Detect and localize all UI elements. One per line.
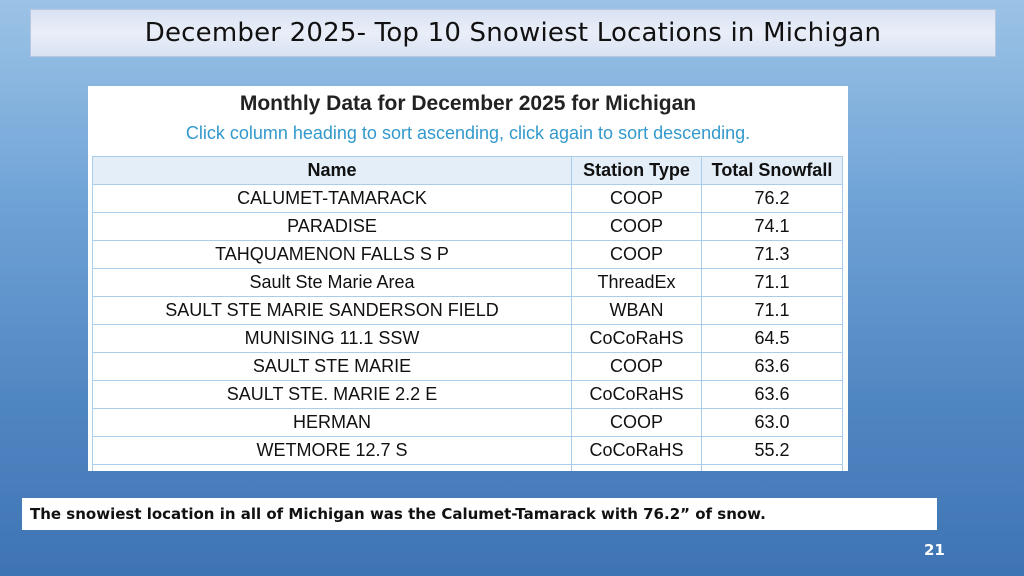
- cell-name: HERMAN: [92, 408, 572, 437]
- panel-heading: Monthly Data for December 2025 for Michi…: [239, 92, 697, 115]
- data-panel-screenshot: Monthly Data for December 2025 for Michi…: [88, 86, 848, 471]
- cell-total-snowfall: 76.2: [701, 184, 843, 213]
- cell-station-type: COOP: [571, 240, 702, 269]
- slide-title-bar: December 2025- Top 10 Snowiest Locations…: [30, 9, 996, 57]
- cell-name: CALUMET-TAMARACK: [92, 184, 572, 213]
- table-row: Sault Ste Marie Area ThreadEx 71.1: [92, 268, 843, 297]
- cell-total-snowfall: 71.1: [701, 296, 843, 325]
- cell-name: TAHQUAMENON FALLS S P: [92, 240, 572, 269]
- summary-caption-box: The snowiest location in all of Michigan…: [22, 498, 937, 530]
- cell-total-snowfall: 63.6: [701, 380, 843, 409]
- cell-name: SAULT STE. MARIE 2.2 E: [92, 380, 572, 409]
- cell-total-snowfall: 55.2: [701, 436, 843, 465]
- table-row: TAHQUAMENON FALLS S P COOP 71.3: [92, 240, 843, 269]
- snowfall-table: Name Station Type Total Snowfall CALUMET…: [92, 156, 843, 471]
- column-header-station-type[interactable]: Station Type: [571, 156, 702, 185]
- cell-name: Sault Ste Marie Area: [92, 268, 572, 297]
- cell-total-snowfall: 63.6: [701, 352, 843, 381]
- table-row: CALUMET-TAMARACK COOP 76.2: [92, 184, 843, 213]
- cell-name: SAULT STE MARIE: [92, 352, 572, 381]
- cell-total-snowfall: 71.1: [701, 268, 843, 297]
- column-header-total-snowfall[interactable]: Total Snowfall: [701, 156, 843, 185]
- cell-station-type: CoCoRaHS: [571, 324, 702, 353]
- cell-station-type: COOP: [571, 408, 702, 437]
- cell-empty: [701, 464, 843, 471]
- cell-empty: [571, 464, 702, 471]
- summary-caption: The snowiest location in all of Michigan…: [30, 505, 766, 523]
- slide-title: December 2025- Top 10 Snowiest Locations…: [144, 18, 882, 48]
- cell-name: MUNISING 11.1 SSW: [92, 324, 572, 353]
- cell-total-snowfall: 74.1: [701, 212, 843, 241]
- cell-empty: [92, 464, 572, 471]
- cell-total-snowfall: 64.5: [701, 324, 843, 353]
- slide-page-number: 21: [924, 541, 945, 559]
- cell-name: SAULT STE MARIE SANDERSON FIELD: [92, 296, 572, 325]
- table-row: HERMAN COOP 63.0: [92, 408, 843, 437]
- cell-station-type: CoCoRaHS: [571, 380, 702, 409]
- table-row: WETMORE 12.7 S CoCoRaHS 55.2: [92, 436, 843, 465]
- cell-station-type: CoCoRaHS: [571, 436, 702, 465]
- cell-station-type: COOP: [571, 184, 702, 213]
- cell-station-type: COOP: [571, 212, 702, 241]
- table-row-partial: [92, 464, 843, 471]
- cell-station-type: WBAN: [571, 296, 702, 325]
- cell-total-snowfall: 63.0: [701, 408, 843, 437]
- cell-name: WETMORE 12.7 S: [92, 436, 572, 465]
- table-row: SAULT STE MARIE COOP 63.6: [92, 352, 843, 381]
- column-header-name[interactable]: Name: [92, 156, 572, 185]
- table-row: SAULT STE. MARIE 2.2 E CoCoRaHS 63.6: [92, 380, 843, 409]
- cell-station-type: COOP: [571, 352, 702, 381]
- table-row: MUNISING 11.1 SSW CoCoRaHS 64.5: [92, 324, 843, 353]
- table-row: PARADISE COOP 74.1: [92, 212, 843, 241]
- sort-instructions: Click column heading to sort ascending, …: [185, 123, 751, 143]
- cell-total-snowfall: 71.3: [701, 240, 843, 269]
- table-row: SAULT STE MARIE SANDERSON FIELD WBAN 71.…: [92, 296, 843, 325]
- cell-station-type: ThreadEx: [571, 268, 702, 297]
- cell-name: PARADISE: [92, 212, 572, 241]
- table-header-row: Name Station Type Total Snowfall: [92, 156, 843, 185]
